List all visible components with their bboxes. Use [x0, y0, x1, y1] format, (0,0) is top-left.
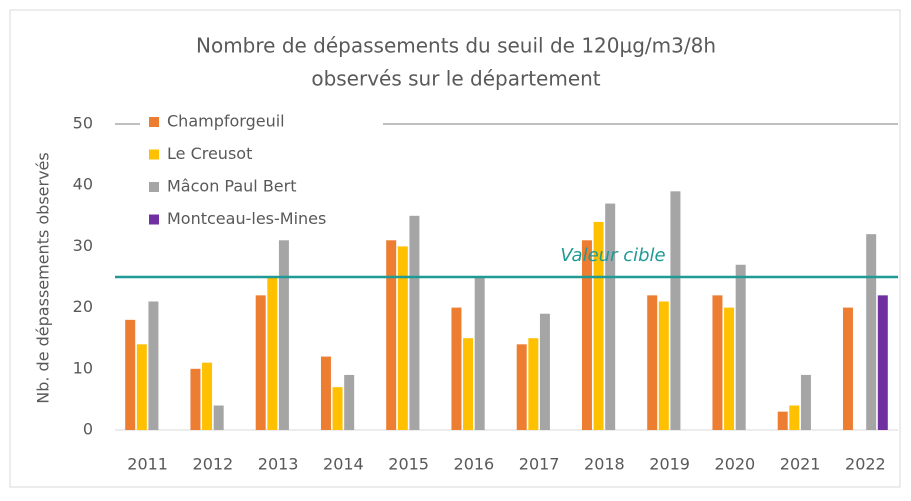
- bar: [332, 387, 343, 430]
- legend-swatch: [149, 182, 159, 192]
- bar: [866, 234, 877, 430]
- bar: [724, 307, 735, 430]
- bar: [386, 240, 397, 430]
- legend-label: Champforgeuil: [167, 112, 285, 131]
- x-tick-label: 2022: [845, 455, 886, 474]
- bar: [593, 221, 604, 430]
- bar: [605, 203, 616, 430]
- y-tick-label: 10: [73, 358, 93, 377]
- y-tick-label: 20: [73, 297, 93, 316]
- x-tick-label: 2020: [715, 455, 756, 474]
- bar: [647, 295, 658, 430]
- bar: [320, 356, 331, 430]
- x-tick-label: 2015: [388, 455, 429, 474]
- x-tick-label: 2018: [584, 455, 625, 474]
- bar: [148, 301, 159, 430]
- bar: [800, 374, 811, 430]
- bar: [516, 344, 527, 430]
- legend-label: Le Creusot: [167, 144, 252, 163]
- bar: [789, 405, 800, 430]
- x-tick-label: 2019: [649, 455, 690, 474]
- x-tick-label: 2011: [127, 455, 168, 474]
- legend-swatch: [149, 214, 159, 225]
- bar: [213, 405, 224, 430]
- bar: [877, 295, 888, 430]
- bar: [125, 319, 136, 430]
- bar: [777, 411, 788, 430]
- chart-title: observés sur le département: [311, 67, 600, 91]
- legend-swatch: [149, 149, 159, 160]
- legend-box: [140, 105, 383, 233]
- bar: [136, 344, 147, 430]
- x-tick-label: 2016: [454, 455, 495, 474]
- bar: [278, 240, 289, 430]
- bar: [670, 191, 681, 430]
- bar: [735, 264, 746, 430]
- bar: [202, 362, 213, 430]
- legend-label: Mâcon Paul Bert: [167, 177, 297, 196]
- bar: [344, 374, 355, 430]
- bar: [474, 277, 485, 430]
- bar: [190, 368, 201, 430]
- bar: [528, 338, 539, 430]
- y-axis-label: Nb. de dépassements observés: [34, 152, 53, 403]
- bar: [267, 277, 278, 430]
- x-tick-label: 2021: [780, 455, 821, 474]
- y-tick-label: 50: [73, 114, 93, 133]
- bar: [539, 313, 550, 430]
- bar: [409, 215, 420, 430]
- bar: [658, 301, 669, 430]
- bar: [712, 295, 723, 430]
- x-tick-label: 2014: [323, 455, 364, 474]
- bar: [255, 295, 266, 430]
- legend-label: Montceau-les-Mines: [167, 209, 326, 228]
- y-tick-label: 0: [83, 420, 93, 439]
- x-tick-label: 2012: [193, 455, 234, 474]
- bar: [581, 240, 592, 430]
- chart-title: Nombre de dépassements du seuil de 120µg…: [196, 34, 716, 58]
- x-tick-label: 2017: [519, 455, 560, 474]
- bar: [842, 307, 853, 430]
- y-tick-label: 40: [73, 175, 93, 194]
- x-tick-label: 2013: [258, 455, 299, 474]
- bar: [463, 338, 474, 430]
- bar: [397, 246, 408, 430]
- bar: [451, 307, 462, 430]
- y-tick-label: 30: [73, 236, 93, 255]
- target-label: Valeur cible: [560, 245, 665, 266]
- legend-swatch: [149, 117, 159, 127]
